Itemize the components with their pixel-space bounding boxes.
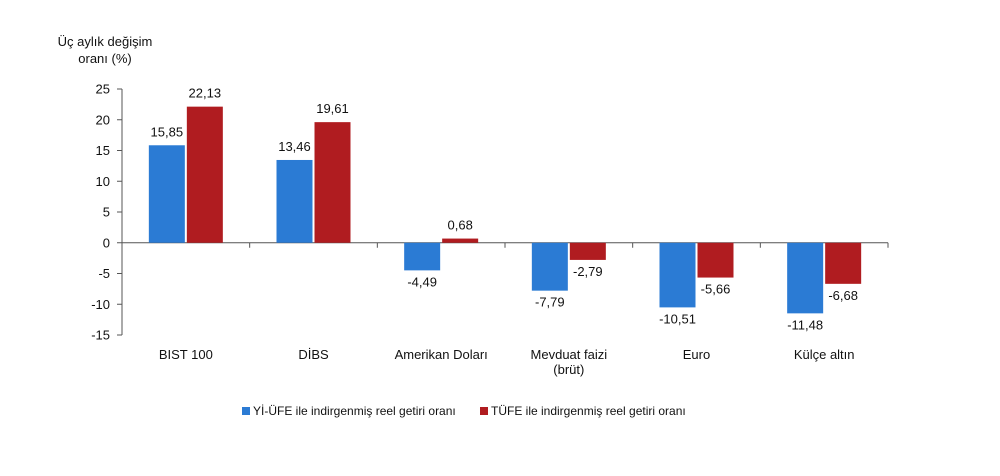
bar-yi-ufe — [404, 242, 441, 271]
category-label: (brüt) — [553, 362, 584, 377]
y-tick-label: -15 — [91, 328, 110, 343]
legend-item: TÜFE ile indirgenmiş reel getiri oranı — [480, 404, 686, 418]
legend-item: Yİ-ÜFE ile indirgenmiş reel getiri oranı — [242, 404, 456, 418]
data-label: -7,79 — [535, 295, 565, 310]
y-tick-label: -10 — [91, 297, 110, 312]
legend-swatch — [242, 407, 250, 415]
category-label: BIST 100 — [159, 347, 213, 362]
data-label: -10,51 — [659, 311, 696, 326]
bar-yi-ufe — [531, 242, 568, 291]
bar-tufe — [186, 106, 223, 243]
bar-yi-ufe — [659, 242, 696, 308]
bar-yi-ufe — [148, 145, 185, 243]
data-label: -6,68 — [828, 288, 858, 303]
category-label: Mevduat faizi — [531, 347, 608, 362]
value-labels: 15,85 22,13 13,46 19,61 -4,49 0,68 -7,79 -2,79 -… — [151, 86, 858, 333]
y-tick-label: 15 — [96, 143, 110, 158]
y-tick-label: 20 — [96, 112, 110, 127]
y-tick-label: 25 — [96, 82, 110, 97]
category-label: DİBS — [298, 347, 329, 362]
y-tick-label: -5 — [98, 266, 110, 281]
bar-tufe — [697, 242, 734, 278]
bar-tufe — [825, 242, 862, 284]
category-label: Euro — [683, 347, 710, 362]
data-label: -11,48 — [787, 317, 823, 332]
legend-swatch — [480, 407, 488, 415]
category-labels: BIST 100 DİBS Amerikan Doları Mevduat faizi… — [159, 347, 855, 377]
bars — [148, 106, 862, 314]
category-label: Amerikan Doları — [395, 347, 488, 362]
data-label: 13,46 — [278, 139, 311, 154]
bar-yi-ufe — [276, 159, 313, 243]
data-label: -2,79 — [573, 264, 603, 279]
y-axis-title-line: oranı (%) — [78, 51, 131, 66]
y-tick-label: 10 — [96, 174, 110, 189]
bar-yi-ufe — [787, 242, 824, 314]
data-label: 0,68 — [448, 218, 473, 233]
legend: Yİ-ÜFE ile indirgenmiş reel getiri oranı… — [242, 404, 686, 418]
data-label: -4,49 — [407, 274, 437, 289]
data-label: 15,85 — [151, 124, 184, 139]
data-label: 22,13 — [189, 86, 222, 101]
bar-tufe — [314, 122, 351, 243]
data-label: 19,61 — [316, 101, 349, 116]
legend-label: Yİ-ÜFE ile indirgenmiş reel getiri oranı — [253, 404, 456, 418]
axes: 25 20 15 10 5 0 -5 -10 -15 — [91, 82, 889, 343]
bar-tufe — [442, 238, 479, 243]
y-axis-title-line: Üç aylık değişim — [58, 34, 153, 49]
category-label: Külçe altın — [794, 347, 855, 362]
y-axis-title: Üç aylık değişim oranı (%) — [58, 34, 153, 66]
data-label: -5,66 — [701, 282, 731, 297]
y-tick-label: 0 — [103, 235, 110, 250]
legend-label: TÜFE ile indirgenmiş reel getiri oranı — [491, 404, 686, 418]
y-tick-label: 5 — [103, 205, 110, 220]
bar-tufe — [569, 242, 606, 260]
